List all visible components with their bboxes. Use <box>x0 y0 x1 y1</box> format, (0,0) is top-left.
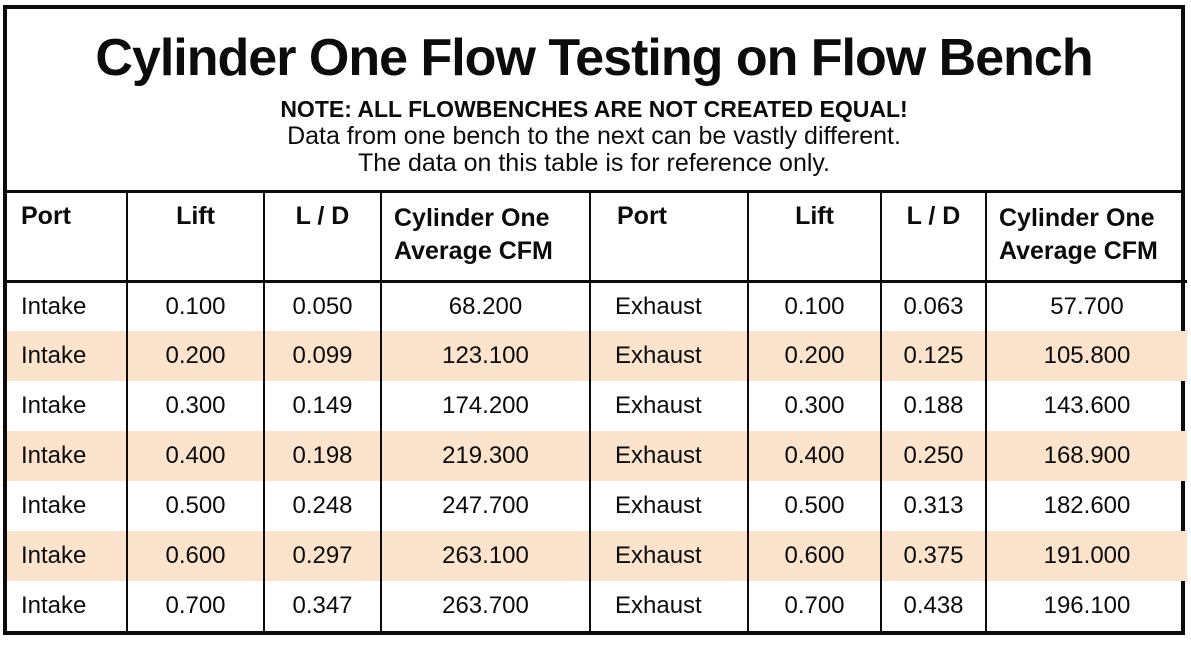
port-cell: Intake <box>21 542 87 569</box>
lift-cell: 0.400 <box>126 431 264 481</box>
cfm-cell: 182.600 <box>985 481 1187 531</box>
port-cell: Exhaust <box>589 431 748 481</box>
port-cell: Exhaust <box>589 281 748 331</box>
lift-cell: 0.200 <box>126 331 264 381</box>
cfm-cell: 219.300 <box>380 431 590 481</box>
ld-cell: 0.050 <box>263 281 381 331</box>
header-port-intake: Port <box>7 193 127 283</box>
ld-cell: 0.125 <box>880 331 986 381</box>
table-row: Intake 0.300 0.149 174.200 Exhaust 0.300… <box>7 381 1187 431</box>
header-cfm-intake: Cylinder One Average CFM <box>380 193 590 283</box>
header-cfm-exhaust: Cylinder One Average CFM <box>985 193 1187 283</box>
lift-cell: 0.600 <box>126 531 264 581</box>
cfm-cell: 57.700 <box>985 281 1187 331</box>
cfm-cell: 105.800 <box>985 331 1187 381</box>
lift-cell: 0.500 <box>126 481 264 531</box>
cfm-cell: 247.700 <box>380 481 590 531</box>
cfm-cell: 123.100 <box>380 331 590 381</box>
table-row: Intake 0.600 0.297 263.100 Exhaust 0.600… <box>7 531 1187 581</box>
port-cell: Exhaust <box>589 531 748 581</box>
lift-cell: 0.500 <box>747 481 881 531</box>
cfm-cell: 263.100 <box>380 531 590 581</box>
port-cell: Intake <box>21 392 87 419</box>
lift-cell: 0.100 <box>747 281 881 331</box>
lift-cell: 0.700 <box>126 581 264 631</box>
port-cell: Intake <box>21 442 87 469</box>
port-cell: Exhaust <box>589 481 748 531</box>
cfm-cell: 263.700 <box>380 581 590 631</box>
port-cell: Exhaust <box>589 381 748 431</box>
header-cfm-exhaust-line1: Cylinder One <box>999 204 1155 232</box>
table-row: Intake 0.500 0.248 247.700 Exhaust 0.500… <box>7 481 1187 531</box>
header-lift-exhaust: Lift <box>747 193 881 283</box>
note-line-2: Data from one bench to the next can be v… <box>287 121 901 150</box>
table-row: Intake 0.100 0.050 68.200 Exhaust 0.100 … <box>7 281 1187 331</box>
ld-cell: 0.297 <box>263 531 381 581</box>
ld-cell: 0.375 <box>880 531 986 581</box>
header-cfm-exhaust-line2: Average CFM <box>999 236 1158 265</box>
cfm-cell: 168.900 <box>985 431 1187 481</box>
table-header-row: Port Lift L / D Cylinder One Average CFM… <box>7 193 1187 283</box>
table-row: Intake 0.400 0.198 219.300 Exhaust 0.400… <box>7 431 1187 481</box>
header-cfm-intake-line1: Cylinder One <box>394 204 550 232</box>
cfm-cell: 143.600 <box>985 381 1187 431</box>
lift-cell: 0.300 <box>747 381 881 431</box>
ld-cell: 0.063 <box>880 281 986 331</box>
page-title: Cylinder One Flow Testing on Flow Bench <box>95 29 1093 87</box>
port-cell: Intake <box>21 292 87 320</box>
lift-cell: 0.600 <box>747 531 881 581</box>
ld-cell: 0.149 <box>263 381 381 431</box>
ld-cell: 0.250 <box>880 431 986 481</box>
flow-data-sheet: Cylinder One Flow Testing on Flow Bench … <box>3 5 1187 635</box>
table-body: Intake 0.100 0.050 68.200 Exhaust 0.100 … <box>7 281 1187 631</box>
header-ld-intake: L / D <box>263 193 381 283</box>
port-cell: Intake <box>21 342 87 369</box>
header-ld-exhaust: L / D <box>880 193 986 283</box>
lift-cell: 0.700 <box>747 581 881 631</box>
ld-cell: 0.188 <box>880 381 986 431</box>
port-cell: Intake <box>21 592 87 619</box>
header-port-exhaust: Port <box>589 193 748 283</box>
note-headline: NOTE: ALL FLOWBENCHES ARE NOT CREATED EQ… <box>280 96 908 123</box>
ld-cell: 0.438 <box>880 581 986 631</box>
lift-cell: 0.400 <box>747 431 881 481</box>
table-row: Intake 0.200 0.099 123.100 Exhaust 0.200… <box>7 331 1187 381</box>
ld-cell: 0.248 <box>263 481 381 531</box>
cfm-cell: 68.200 <box>380 281 590 331</box>
port-cell: Intake <box>21 492 87 519</box>
cfm-cell: 191.000 <box>985 531 1187 581</box>
port-cell: Exhaust <box>589 581 748 631</box>
header-lift-intake: Lift <box>126 193 264 283</box>
ld-cell: 0.198 <box>263 431 381 481</box>
lift-cell: 0.300 <box>126 381 264 431</box>
lift-cell: 0.100 <box>126 281 264 331</box>
ld-cell: 0.347 <box>263 581 381 631</box>
ld-cell: 0.099 <box>263 331 381 381</box>
cfm-cell: 196.100 <box>985 581 1187 631</box>
ld-cell: 0.313 <box>880 481 986 531</box>
cfm-cell: 174.200 <box>380 381 590 431</box>
table-row: Intake 0.700 0.347 263.700 Exhaust 0.700… <box>7 581 1187 631</box>
note-line-3: The data on this table is for reference … <box>357 149 831 178</box>
flow-data-table: Port Lift L / D Cylinder One Average CFM… <box>7 193 1187 631</box>
header-cfm-intake-line2: Average CFM <box>394 236 553 265</box>
title-block: Cylinder One Flow Testing on Flow Bench … <box>7 9 1181 193</box>
port-cell: Exhaust <box>589 331 748 381</box>
lift-cell: 0.200 <box>747 331 881 381</box>
